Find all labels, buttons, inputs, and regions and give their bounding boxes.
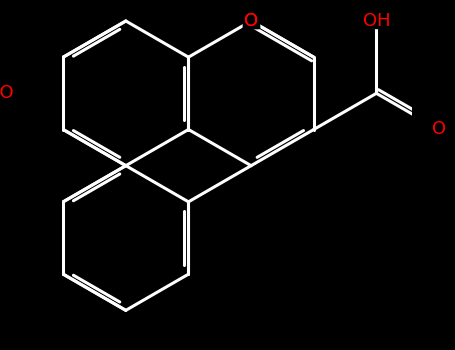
Text: OH: OH: [363, 12, 390, 30]
Text: O: O: [244, 12, 258, 30]
Bar: [0, 87, 12, 100]
Bar: [364, 14, 388, 28]
Bar: [243, 14, 259, 28]
Text: HO: HO: [0, 84, 15, 102]
Bar: [243, 14, 259, 28]
Bar: [431, 123, 447, 136]
Text: O: O: [432, 120, 446, 139]
Text: O: O: [244, 12, 258, 30]
